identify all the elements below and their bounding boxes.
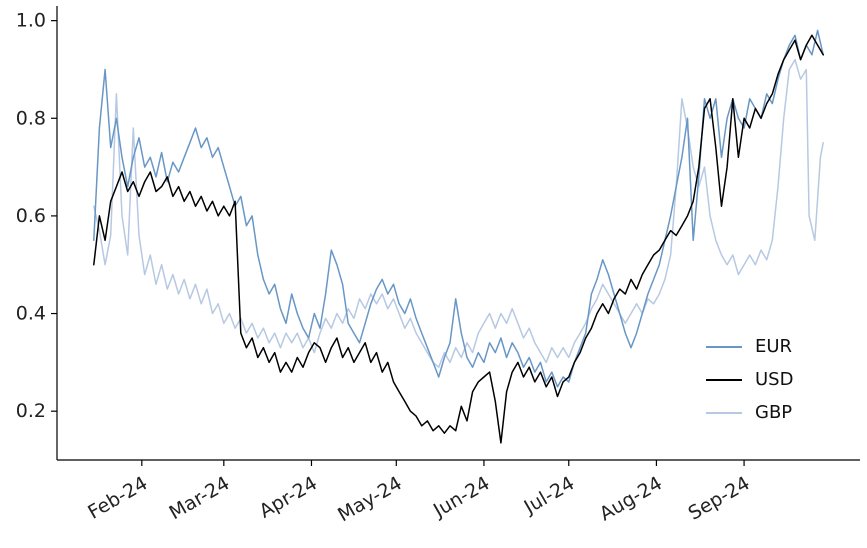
legend-label-usd: USD <box>755 369 794 390</box>
legend-line-sample-gbp <box>706 412 742 414</box>
x-tick-label: Jun-24 <box>429 472 493 522</box>
legend-label-gbp: GBP <box>755 402 793 423</box>
legend: EUR USD GBP <box>706 336 793 424</box>
x-tick-label: Sep-24 <box>685 472 754 524</box>
y-tick-label: 0.6 <box>16 205 46 227</box>
series-line-usd <box>93 34 824 444</box>
series-line-eur <box>93 29 824 388</box>
y-tick-label: 1.0 <box>16 10 46 32</box>
x-tick-label: Aug-24 <box>596 472 666 525</box>
y-tick-label: 0.8 <box>16 107 46 129</box>
legend-line-sample-eur <box>706 346 742 348</box>
x-tick-label: Apr-24 <box>256 472 321 522</box>
legend-item-usd: USD <box>706 369 793 391</box>
series-line-gbp <box>93 58 824 368</box>
x-tick-label: Mar-24 <box>165 472 233 524</box>
x-tick-label: Jul-24 <box>520 472 579 519</box>
legend-line-sample-usd <box>706 379 742 381</box>
legend-item-eur: EUR <box>706 336 793 358</box>
x-tick-label: Feb-24 <box>84 472 151 523</box>
y-tick-label: 0.2 <box>16 400 46 422</box>
y-tick-label: 0.4 <box>16 303 46 325</box>
legend-label-eur: EUR <box>755 336 793 357</box>
legend-item-gbp: GBP <box>706 402 793 424</box>
x-tick-label: May-24 <box>334 472 406 526</box>
